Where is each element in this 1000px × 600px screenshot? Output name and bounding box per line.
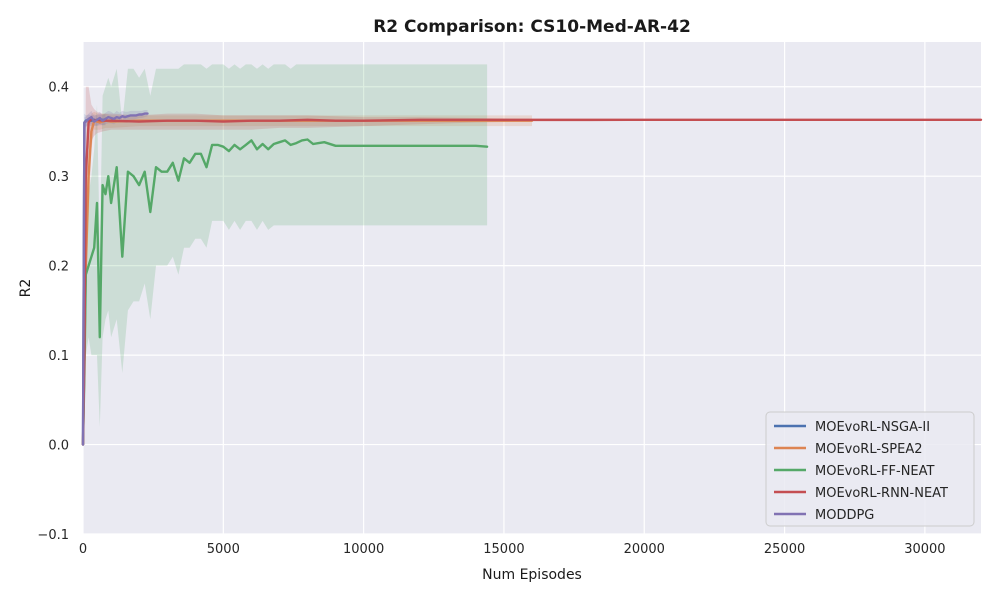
legend-box bbox=[765, 411, 975, 527]
y-tick-label: 0.1 bbox=[48, 349, 69, 364]
x-tick-label: 5000 bbox=[207, 542, 240, 557]
legend: MOEvoRL-NSGA-II MOEvoRL-SPEA2 MOEvoRL-FF-N… bbox=[765, 411, 975, 527]
series-line bbox=[81, 112, 149, 446]
y-tick-label: 0.0 bbox=[48, 439, 69, 454]
x-tick-labels: 0 5000 10000 15000 20000 25000 30000 bbox=[79, 542, 946, 557]
confidence-band bbox=[83, 86, 981, 445]
y-axis-label: R2 bbox=[18, 279, 34, 298]
x-tick-label: 30000 bbox=[904, 542, 945, 557]
chart-title: R2 Comparison: CS10-Med-AR-42 bbox=[373, 17, 691, 37]
legend-label: MOEvoRL-RNN-NEAT bbox=[815, 486, 948, 501]
y-tick-label: −0.1 bbox=[37, 528, 69, 543]
x-tick-label: 10000 bbox=[343, 542, 384, 557]
y-tick-label: 0.4 bbox=[48, 81, 69, 96]
legend-label: MOEvoRL-NSGA-II bbox=[815, 420, 930, 435]
y-tick-label: 0.2 bbox=[48, 260, 69, 275]
series-line bbox=[81, 138, 489, 446]
series-lines bbox=[81, 112, 983, 446]
x-tick-label: 25000 bbox=[764, 542, 805, 557]
x-axis-label: Num Episodes bbox=[482, 567, 582, 583]
x-tick-label: 20000 bbox=[624, 542, 665, 557]
grid-lines bbox=[82, 42, 981, 535]
y-tick-labels: −0.1 0.0 0.1 0.2 0.3 0.4 bbox=[37, 81, 69, 543]
x-tick-label: 15000 bbox=[483, 542, 524, 557]
x-tick-label: 0 bbox=[79, 542, 87, 557]
legend-label: MODDPG bbox=[815, 508, 874, 523]
legend-label: MOEvoRL-SPEA2 bbox=[815, 442, 923, 457]
legend-label: MOEvoRL-FF-NEAT bbox=[815, 464, 935, 479]
y-tick-label: 0.3 bbox=[48, 170, 69, 185]
